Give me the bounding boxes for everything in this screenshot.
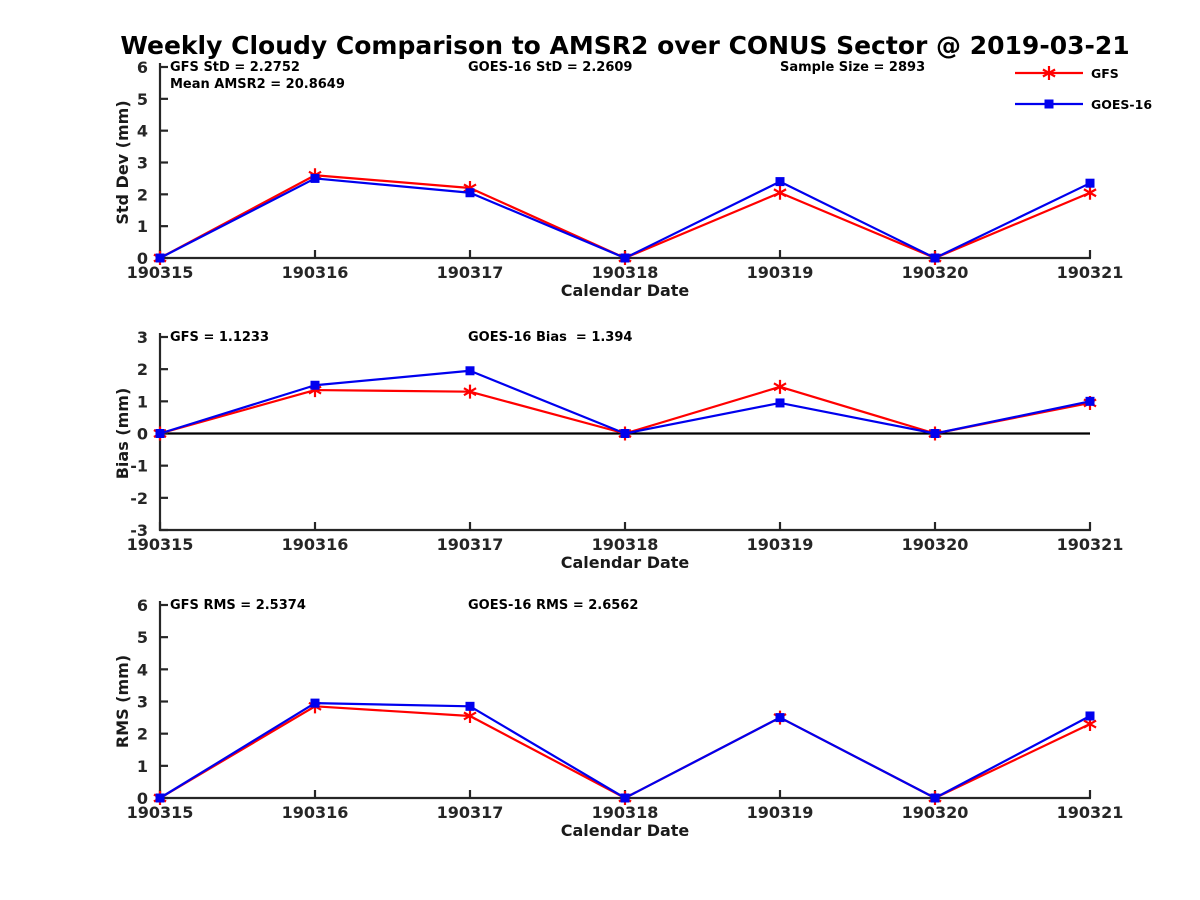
annotation-center: GOES-16 RMS = 2.6562 bbox=[468, 598, 638, 613]
series-marker-goes-16 bbox=[775, 713, 785, 723]
x-tick-label: 190317 bbox=[437, 263, 504, 282]
y-tick-label: 4 bbox=[137, 122, 148, 141]
x-tick-label: 190318 bbox=[592, 263, 659, 282]
x-tick-label: 190320 bbox=[902, 803, 969, 822]
x-tick-label: 190319 bbox=[747, 803, 814, 822]
x-tick-label: 190321 bbox=[1057, 803, 1124, 822]
x-tick-label: 190320 bbox=[902, 263, 969, 282]
y-tick-label: -2 bbox=[130, 489, 148, 508]
series-line-gfs bbox=[159, 174, 1091, 260]
series-marker-goes-16 bbox=[155, 253, 165, 263]
series-marker-gfs bbox=[773, 379, 787, 394]
x-tick-label: 190315 bbox=[127, 535, 194, 554]
y-axis-title: Bias (mm) bbox=[113, 388, 132, 480]
series-marker-goes-16 bbox=[775, 398, 785, 408]
series-marker-goes-16 bbox=[620, 429, 630, 438]
y-tick-label: 0 bbox=[137, 425, 148, 444]
series-marker-goes-16 bbox=[620, 793, 630, 803]
x-tick-label: 190317 bbox=[437, 803, 504, 822]
series-marker-goes-16 bbox=[310, 173, 320, 183]
series-marker-goes-16 bbox=[620, 253, 630, 263]
figure-title: Weekly Cloudy Comparison to AMSR2 over C… bbox=[120, 31, 1130, 60]
series-line-goes-16 bbox=[159, 369, 1091, 435]
series-marker-goes-16 bbox=[1085, 178, 1095, 188]
y-tick-label: -3 bbox=[130, 521, 148, 540]
annotation-right: Sample Size = 2893 bbox=[780, 60, 925, 75]
x-tick-label: 190320 bbox=[902, 535, 969, 554]
series-marker-gfs bbox=[463, 384, 477, 399]
series-marker-gfs bbox=[463, 708, 477, 723]
y-tick-label: 1 bbox=[137, 392, 148, 411]
legend-asterisk-icon bbox=[1042, 66, 1056, 80]
y-tick-label: 5 bbox=[137, 628, 148, 647]
x-tick-label: 190321 bbox=[1057, 263, 1124, 282]
y-tick-label: 2 bbox=[137, 360, 148, 379]
y-tick-label: 3 bbox=[137, 328, 148, 347]
annotation-left: GFS RMS = 2.5374 bbox=[170, 598, 306, 613]
series-marker-goes-16 bbox=[465, 188, 475, 198]
series-marker-goes-16 bbox=[465, 701, 475, 711]
legend-label-gfs: GFS bbox=[1091, 66, 1119, 81]
series-marker-goes-16 bbox=[155, 429, 165, 438]
annotation-center: GOES-16 Bias = 1.394 bbox=[468, 330, 632, 345]
annotation-left: GFS StD = 2.2752 bbox=[170, 60, 300, 75]
y-tick-label: 0 bbox=[137, 789, 148, 808]
legend-square-icon bbox=[1044, 99, 1054, 109]
x-axis-title: Calendar Date bbox=[561, 553, 690, 572]
series-marker-goes-16 bbox=[465, 366, 475, 376]
y-tick-label: 1 bbox=[137, 757, 148, 776]
y-tick-label: 1 bbox=[137, 217, 148, 236]
y-tick-label: 2 bbox=[137, 725, 148, 744]
y-axis-title: Std Dev (mm) bbox=[113, 100, 132, 224]
series-line-goes-16 bbox=[159, 177, 1091, 260]
y-tick-label: 6 bbox=[137, 596, 148, 615]
y-tick-label: 5 bbox=[137, 90, 148, 109]
annotation-center: GOES-16 StD = 2.2609 bbox=[468, 60, 632, 75]
series-marker-goes-16 bbox=[775, 177, 785, 187]
x-tick-label: 190316 bbox=[282, 535, 349, 554]
series-marker-gfs bbox=[1083, 185, 1097, 200]
y-tick-label: 0 bbox=[137, 249, 148, 268]
annotation-left-below: Mean AMSR2 = 20.8649 bbox=[170, 77, 345, 92]
x-tick-label: 190316 bbox=[282, 803, 349, 822]
x-tick-label: 190319 bbox=[747, 535, 814, 554]
x-tick-label: 190318 bbox=[592, 535, 659, 554]
series-marker-goes-16 bbox=[155, 793, 165, 803]
series-marker-goes-16 bbox=[930, 429, 940, 438]
y-tick-label: 4 bbox=[137, 660, 148, 679]
x-tick-label: 190318 bbox=[592, 803, 659, 822]
annotation-left: GFS = 1.1233 bbox=[170, 330, 269, 345]
x-tick-label: 190319 bbox=[747, 263, 814, 282]
series-line-gfs bbox=[159, 705, 1091, 800]
x-axis-title: Calendar Date bbox=[561, 821, 690, 840]
series-line-goes-16 bbox=[159, 702, 1091, 800]
x-tick-label: 190321 bbox=[1057, 535, 1124, 554]
series-marker-goes-16 bbox=[1085, 396, 1095, 406]
y-tick-label: 3 bbox=[137, 154, 148, 173]
x-tick-label: 190316 bbox=[282, 263, 349, 282]
y-tick-label: -1 bbox=[130, 457, 148, 476]
series-marker-gfs bbox=[773, 185, 787, 200]
y-tick-label: 3 bbox=[137, 693, 148, 712]
x-tick-label: 190317 bbox=[437, 535, 504, 554]
series-marker-goes-16 bbox=[1085, 711, 1095, 721]
series-marker-goes-16 bbox=[930, 793, 940, 803]
y-tick-label: 6 bbox=[137, 58, 148, 77]
y-tick-label: 2 bbox=[137, 185, 148, 204]
series-marker-goes-16 bbox=[930, 253, 940, 263]
y-axis-title: RMS (mm) bbox=[113, 655, 132, 748]
x-axis-title: Calendar Date bbox=[561, 281, 690, 300]
series-marker-goes-16 bbox=[310, 698, 320, 708]
x-tick-label: 190315 bbox=[127, 263, 194, 282]
series-marker-goes-16 bbox=[310, 380, 320, 390]
legend-label-goes-16: GOES-16 bbox=[1091, 97, 1152, 112]
x-tick-label: 190315 bbox=[127, 803, 194, 822]
